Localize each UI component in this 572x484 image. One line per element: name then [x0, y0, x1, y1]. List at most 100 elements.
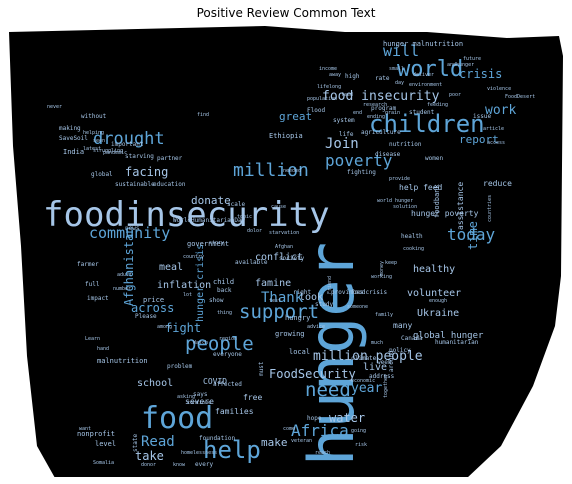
- wordcloud-word: end: [353, 110, 362, 116]
- wordcloud-word: making: [59, 125, 81, 132]
- wordcloud-word: Watch: [193, 340, 208, 346]
- wordcloud-word: keep: [385, 260, 397, 266]
- wordcloud-word: someone: [347, 304, 368, 310]
- wordcloud-word: want: [79, 426, 91, 432]
- wordcloud-word: world: [397, 57, 463, 82]
- wordcloud-word: live: [363, 362, 387, 373]
- wordcloud-word: million people: [313, 349, 423, 364]
- wordcloud-word: deliver: [413, 72, 434, 78]
- wordcloud-word: much: [371, 340, 383, 346]
- wordcloud-word: facing: [125, 165, 168, 179]
- wordcloud-word: help: [203, 436, 261, 464]
- wordcloud-word: foodinsecurity: [43, 195, 330, 235]
- wordcloud-word: rate: [375, 75, 390, 82]
- wordcloud-word: Ukraine: [417, 308, 459, 319]
- wordcloud-word: time: [466, 221, 480, 250]
- wordcloud-word: feeding: [427, 102, 448, 108]
- wordcloud-word: FoodSecurity: [269, 367, 356, 381]
- wordcloud-word: study: [315, 301, 333, 308]
- wordcloud-word: scale: [227, 201, 245, 208]
- wordcloud-word: Please: [135, 313, 157, 320]
- wordcloud-word: Join: [325, 136, 359, 152]
- wordcloud-word: education: [153, 181, 186, 188]
- wordcloud-word: adult: [117, 272, 132, 278]
- wordcloud-word: reach: [315, 450, 330, 456]
- wordcloud-word: food insecurity: [322, 89, 440, 104]
- wordcloud-word: health: [401, 233, 423, 240]
- wordcloud-word: work: [485, 103, 516, 118]
- wordcloud-word: society: [279, 255, 305, 262]
- wordcloud-word: COVID: [203, 377, 227, 386]
- wordcloud-word: asking: [177, 394, 195, 400]
- wordcloud-word: find: [197, 112, 209, 118]
- wordcloud-word: SaveSoil: [59, 135, 88, 142]
- wordcloud-word: story: [209, 240, 224, 246]
- wordcloud-word: andhunger: [447, 62, 474, 68]
- wordcloud-word: help feed: [399, 183, 443, 192]
- wordcloud-word: reduce: [483, 179, 512, 188]
- wordcloud-word: crisis: [459, 67, 502, 81]
- wordcloud-word: hope: [307, 415, 322, 422]
- wordcloud-word: must: [258, 361, 265, 376]
- wordcloud-word: policy: [389, 347, 411, 354]
- wordcloud-word: Canada: [401, 335, 423, 342]
- wordcloud-word: assistance: [456, 182, 465, 230]
- wordcloud-word: donate: [191, 194, 231, 207]
- wordcloud-word: foundation: [199, 435, 236, 442]
- wordcloud-word: Ethiopia: [269, 132, 303, 140]
- wordcloud-word: risk: [355, 442, 367, 448]
- wordcloud-word: lifelong: [317, 84, 341, 90]
- wordcloud-word: healthy: [413, 264, 455, 275]
- wordcloud-word: conflict: [255, 252, 303, 263]
- wordcloud-word: school: [137, 378, 173, 389]
- wordcloud-word: working: [371, 274, 392, 280]
- wordcloud-word: community: [89, 224, 170, 242]
- wordcloud-word: region: [219, 336, 237, 342]
- wordcloud-word: issue: [473, 113, 491, 120]
- wordcloud-word: advice: [307, 324, 325, 330]
- wordcloud-word: women: [425, 155, 443, 162]
- wordcloud-word: make: [261, 436, 288, 449]
- wordcloud-word: humanitarian: [435, 339, 479, 346]
- wordcloud-word: needed: [283, 168, 301, 174]
- wordcloud-word: homelessness: [181, 450, 217, 456]
- wordcloud-word: solution: [393, 204, 417, 210]
- wordcloud-word: take: [135, 449, 164, 463]
- wordcloud-word: disease: [375, 151, 401, 158]
- wordcloud-word: drought: [93, 129, 165, 149]
- wordcloud-word: together: [383, 374, 389, 398]
- wordcloud-word: address: [369, 373, 395, 380]
- wordcloud-word: Afghanistan: [122, 227, 136, 306]
- wordcloud-word: everyone: [213, 351, 242, 358]
- wordcloud-word: news: [125, 225, 140, 232]
- wordcloud-word: severe: [185, 397, 214, 406]
- wordcloud-word: look: [299, 292, 323, 303]
- wordcloud-word: families: [215, 407, 254, 416]
- wordcloud-word: around: [388, 350, 395, 372]
- chart-title: Positive Review Common Text: [196, 6, 376, 20]
- wordcloud-word: food: [141, 401, 213, 436]
- wordcloud-word: every: [195, 461, 213, 468]
- wordcloud-word: life: [339, 131, 354, 138]
- wordcloud-word: Flood: [307, 107, 325, 114]
- wordcloud-word: day: [395, 80, 404, 86]
- wordcloud-word: Africa: [291, 421, 349, 440]
- wordcloud-word: cooking: [403, 246, 424, 252]
- wordcloud-word: will: [383, 42, 419, 60]
- wordcloud-word: starving: [125, 153, 154, 160]
- wordcloud-word: veteran: [291, 438, 312, 444]
- wordcloud-word: volunteer: [407, 288, 461, 299]
- wordcloud-word: small: [389, 66, 404, 72]
- wordcloud-word: child: [213, 278, 234, 286]
- wordcloud-word: farmer: [77, 261, 99, 268]
- wordcloud-word: impact: [87, 295, 109, 302]
- wordcloud-word: thing: [217, 310, 232, 316]
- wordcloud-word: starvation: [269, 230, 299, 236]
- wordcloud-word: fighting: [347, 169, 376, 176]
- wordcloud-word: level: [95, 440, 116, 448]
- wordcloud-word: climate: [351, 355, 377, 362]
- wordcloud-word: across: [131, 301, 174, 315]
- wordcloud-word: continue: [187, 400, 211, 406]
- wordcloud-word: need: [305, 379, 351, 401]
- wordcloud-word: Afghan: [275, 244, 293, 250]
